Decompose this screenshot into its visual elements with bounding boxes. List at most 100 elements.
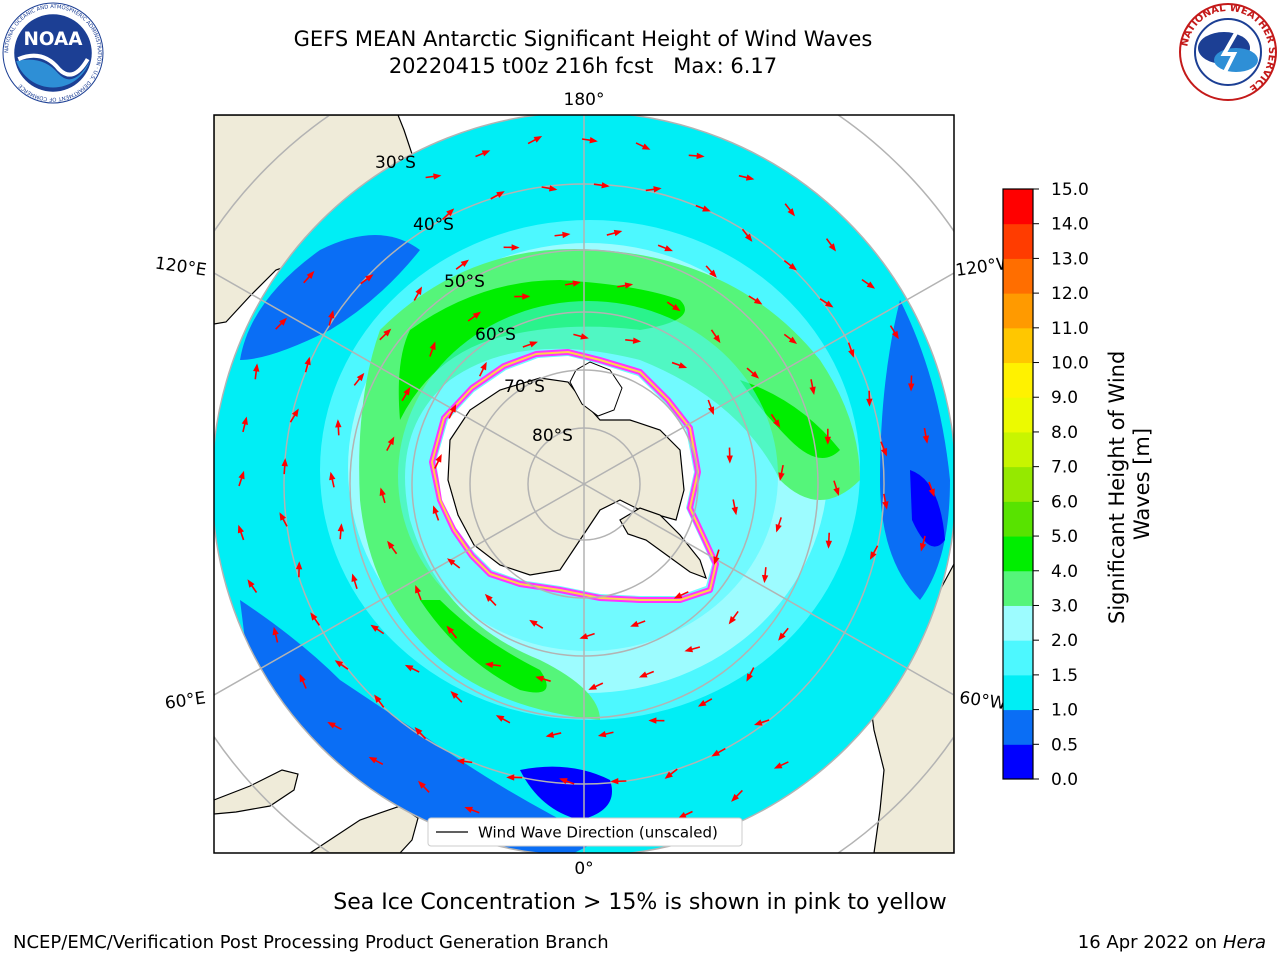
colorbar-tick-label: 3.0 xyxy=(1051,596,1078,616)
graticule xyxy=(214,115,954,853)
wave-direction-arrow xyxy=(455,259,469,270)
wave-direction-arrow xyxy=(247,579,258,593)
wave-direction-arrow xyxy=(606,229,623,237)
wave-direction-arrow xyxy=(565,280,581,287)
wave-direction-arrow xyxy=(809,379,816,395)
wave-band-0-5m-right xyxy=(910,470,945,547)
wave-direction-arrow xyxy=(379,328,392,341)
wave-direction-arrow xyxy=(726,447,733,464)
wave-direction-arrow xyxy=(328,310,335,326)
wave-direction-arrow xyxy=(847,342,855,358)
wave-direction-arrow xyxy=(728,610,739,625)
wave-direction-arrow xyxy=(351,573,358,589)
wave-direction-arrow xyxy=(329,471,336,488)
wave-direction-arrow xyxy=(695,204,711,212)
wave-direction-arrow xyxy=(783,333,798,344)
wave-direction-arrow xyxy=(379,487,386,504)
wave-direction-arrow xyxy=(295,561,303,578)
colorbar-tick-label: 1.0 xyxy=(1051,701,1078,721)
wave-direction-arrow xyxy=(289,408,299,423)
colorbar-segment xyxy=(1003,466,1033,502)
colorbar-tick-label: 1.5 xyxy=(1051,666,1078,686)
wave-direction-arrow xyxy=(581,137,598,144)
wave-direction-arrow xyxy=(495,715,511,724)
wave-direction-arrow xyxy=(374,694,385,708)
colorbar-label: Significant Height of Wind Waves [m] xyxy=(1105,344,1154,624)
wave-direction-arrow xyxy=(527,135,543,145)
ross-ice-shelf xyxy=(569,361,623,417)
colorbar-segments xyxy=(1003,189,1033,780)
lat-label-70s: 70°S xyxy=(504,377,545,397)
wave-direction-arrow xyxy=(630,620,646,627)
noaa-logo: NOAA NATIONAL OCEANIC AND ATMOSPHERIC AD… xyxy=(2,2,104,104)
wave-direction-arrow xyxy=(866,390,873,407)
colorbar-segment xyxy=(1003,397,1033,433)
wave-direction-arrow xyxy=(664,768,678,779)
colorbar: 0.0 0.5 1.0 1.5 2.0 3.0 4.0 5.0 6.0 7.0 8.0 9.0 10.0… xyxy=(1002,180,1154,790)
wave-direction-arrow xyxy=(748,295,763,305)
colorbar-tick-label: 8.0 xyxy=(1051,423,1078,443)
colorbar-segment xyxy=(1003,605,1033,641)
colorbar-tick-label: 4.0 xyxy=(1051,562,1078,582)
wave-direction-arrow xyxy=(414,727,427,740)
wave-direction-arrow xyxy=(684,646,701,653)
wave-direction-arrow xyxy=(559,778,575,785)
wave-direction-arrow xyxy=(467,311,482,322)
wave-direction-arrow xyxy=(418,780,430,793)
map-panel: Wind Wave Direction (unscaled) xyxy=(214,115,954,853)
wave-direction-arrow xyxy=(869,545,879,560)
footer-date-text: 16 Apr 2022 on xyxy=(1077,932,1218,953)
wave-direction-arrow xyxy=(648,717,665,724)
wave-direction-arrow xyxy=(597,730,614,738)
colorbar-label-line-1: Significant Height of Wind xyxy=(1105,351,1129,624)
wave-band-1-0m-upper xyxy=(240,235,420,360)
wave-direction-arrow xyxy=(731,499,738,516)
wave-direction-arrow xyxy=(241,416,248,433)
wave-direction-arrow xyxy=(922,427,930,444)
wave-band-1-0m-lower xyxy=(240,600,600,853)
wave-direction-arrow xyxy=(370,624,385,635)
colorbar-tick-label: 5.0 xyxy=(1051,527,1078,547)
wave-direction-arrow xyxy=(238,470,245,487)
wave-direction-arrow xyxy=(386,436,395,452)
title-line-1: GEFS MEAN Antarctic Significant Height o… xyxy=(293,27,873,51)
wave-direction-arrow xyxy=(710,329,721,344)
colorbar-tick-label: 12.0 xyxy=(1051,284,1089,304)
wave-direction-arrow xyxy=(778,627,789,641)
wave-direction-arrow xyxy=(490,191,505,200)
wave-direction-arrow xyxy=(478,361,487,377)
wave-direction-arrow xyxy=(573,333,589,340)
wave-direction-arrow xyxy=(387,540,398,555)
wave-direction-arrow xyxy=(450,690,463,703)
wave-direction-arrow xyxy=(741,228,753,242)
colorbar-segment xyxy=(1003,640,1033,676)
wave-direction-arrow xyxy=(731,789,743,802)
nws-logo: NATIONAL WEATHER SERVICE xyxy=(1179,3,1277,101)
wave-direction-arrow xyxy=(666,301,681,312)
wave-direction-arrow xyxy=(415,584,422,601)
wave-band-0-5m-lower xyxy=(520,766,612,820)
wave-direction-arrow xyxy=(335,419,342,436)
colorbar-segment xyxy=(1003,189,1033,225)
colorbar-tick-label: 11.0 xyxy=(1051,319,1089,339)
wave-direction-arrow xyxy=(908,375,915,392)
colorbar-frame xyxy=(1002,188,1034,780)
wave-direction-arrow xyxy=(678,810,693,819)
wave-direction-arrow xyxy=(545,731,562,738)
wave-direction-arrow xyxy=(529,619,544,629)
wave-direction-arrow xyxy=(237,524,245,541)
wave-direction-arrow xyxy=(880,441,887,457)
wave-direction-arrow xyxy=(337,523,345,540)
colorbar-tick-label: 0.5 xyxy=(1051,735,1078,755)
map-frame xyxy=(213,114,955,854)
wave-band-4-5m-right xyxy=(740,380,840,458)
wave-direction-arrow xyxy=(334,660,349,670)
wave-direction-arrow xyxy=(368,756,384,765)
wave-direction-arrow xyxy=(593,182,610,189)
wave-direction-arrow xyxy=(673,591,689,599)
wave-direction-arrow xyxy=(825,238,837,252)
wave-direction-arrow xyxy=(819,298,834,308)
wave-direction-arrow xyxy=(303,270,315,284)
wave-direction-arrow xyxy=(707,399,715,416)
wave-direction-arrow xyxy=(610,778,627,785)
